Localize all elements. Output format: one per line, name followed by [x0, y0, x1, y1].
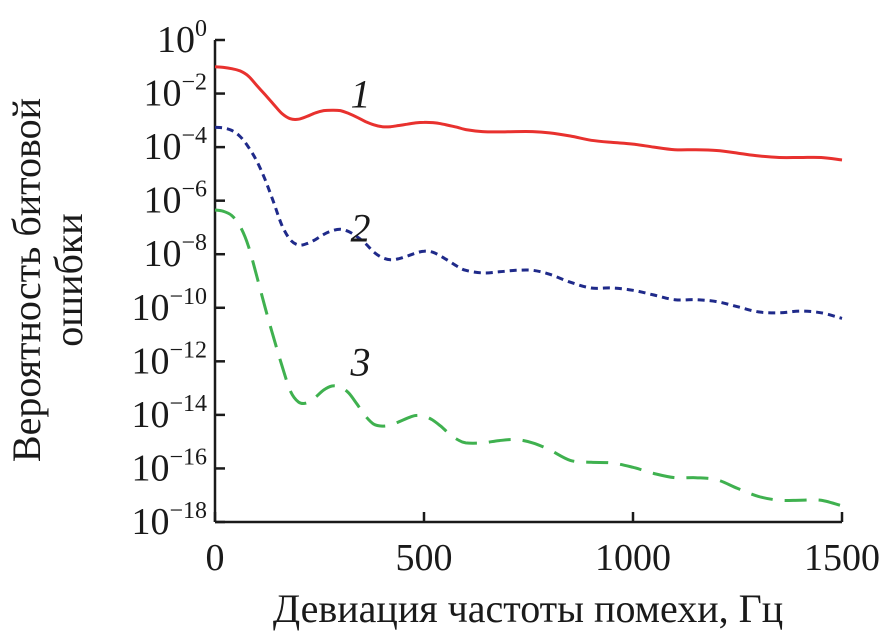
y-tick-label: 10−12 [131, 337, 207, 382]
y-tick-label: 10−4 [143, 123, 207, 168]
y-tick-base: 10 [131, 447, 169, 489]
series-1-label: 1 [351, 72, 371, 117]
y-tick-exponent: −18 [169, 498, 207, 524]
y-tick-base: 10 [131, 394, 169, 436]
y-tick-base: 10 [143, 233, 181, 275]
series-layer [214, 65, 843, 508]
axes [213, 40, 842, 524]
y-axis-title-line-1: Вероятность битовой [4, 98, 49, 462]
y-tick-label: 10−14 [131, 391, 207, 436]
y-tick-label: 10−8 [143, 230, 207, 275]
y-tick-base: 10 [157, 19, 195, 61]
y-tick-label: 10−6 [143, 177, 207, 222]
series-2-line [214, 125, 843, 320]
y-tick-exponent: 0 [195, 16, 207, 42]
x-tick-label: 500 [396, 537, 453, 579]
y-tick-base: 10 [131, 287, 169, 329]
y-tick-label: 10−18 [131, 498, 207, 543]
y-ticks: 10010−210−410−610−810−1010−1210−1410−161… [131, 16, 225, 543]
y-tick-exponent: −2 [181, 70, 207, 96]
x-ticks: 0 500 1000 1500 [206, 512, 880, 579]
series-3-line [214, 208, 843, 508]
y-tick-exponent: −12 [169, 337, 207, 363]
curve-labels: 1 2 3 [350, 72, 371, 385]
y-tick-exponent: −10 [169, 284, 207, 310]
series-2-label: 2 [351, 205, 371, 250]
y-tick-label: 10−10 [131, 284, 207, 329]
x-axis-title: Девиация частоты помехи, Гц [273, 586, 783, 631]
y-tick-exponent: −16 [169, 444, 207, 470]
x-tick-label: 1500 [804, 537, 880, 579]
series-1-line [214, 65, 843, 162]
y-tick-base: 10 [143, 73, 181, 115]
y-axis-title-line-2: ошибки [46, 213, 91, 346]
y-tick-base: 10 [131, 501, 169, 543]
y-tick-base: 10 [143, 180, 181, 222]
y-tick-exponent: −14 [169, 391, 207, 417]
y-tick-label: 10−2 [143, 70, 207, 115]
y-tick-exponent: −6 [181, 177, 207, 203]
y-tick-label: 10−16 [131, 444, 207, 489]
y-tick-base: 10 [131, 340, 169, 382]
series-3-label: 3 [350, 339, 371, 384]
y-tick-exponent: −4 [181, 123, 207, 149]
y-tick-label: 100 [157, 16, 207, 61]
y-tick-base: 10 [143, 126, 181, 168]
y-tick-exponent: −8 [181, 230, 207, 256]
x-tick-label: 1000 [595, 537, 671, 579]
x-tick-label: 0 [206, 537, 225, 579]
